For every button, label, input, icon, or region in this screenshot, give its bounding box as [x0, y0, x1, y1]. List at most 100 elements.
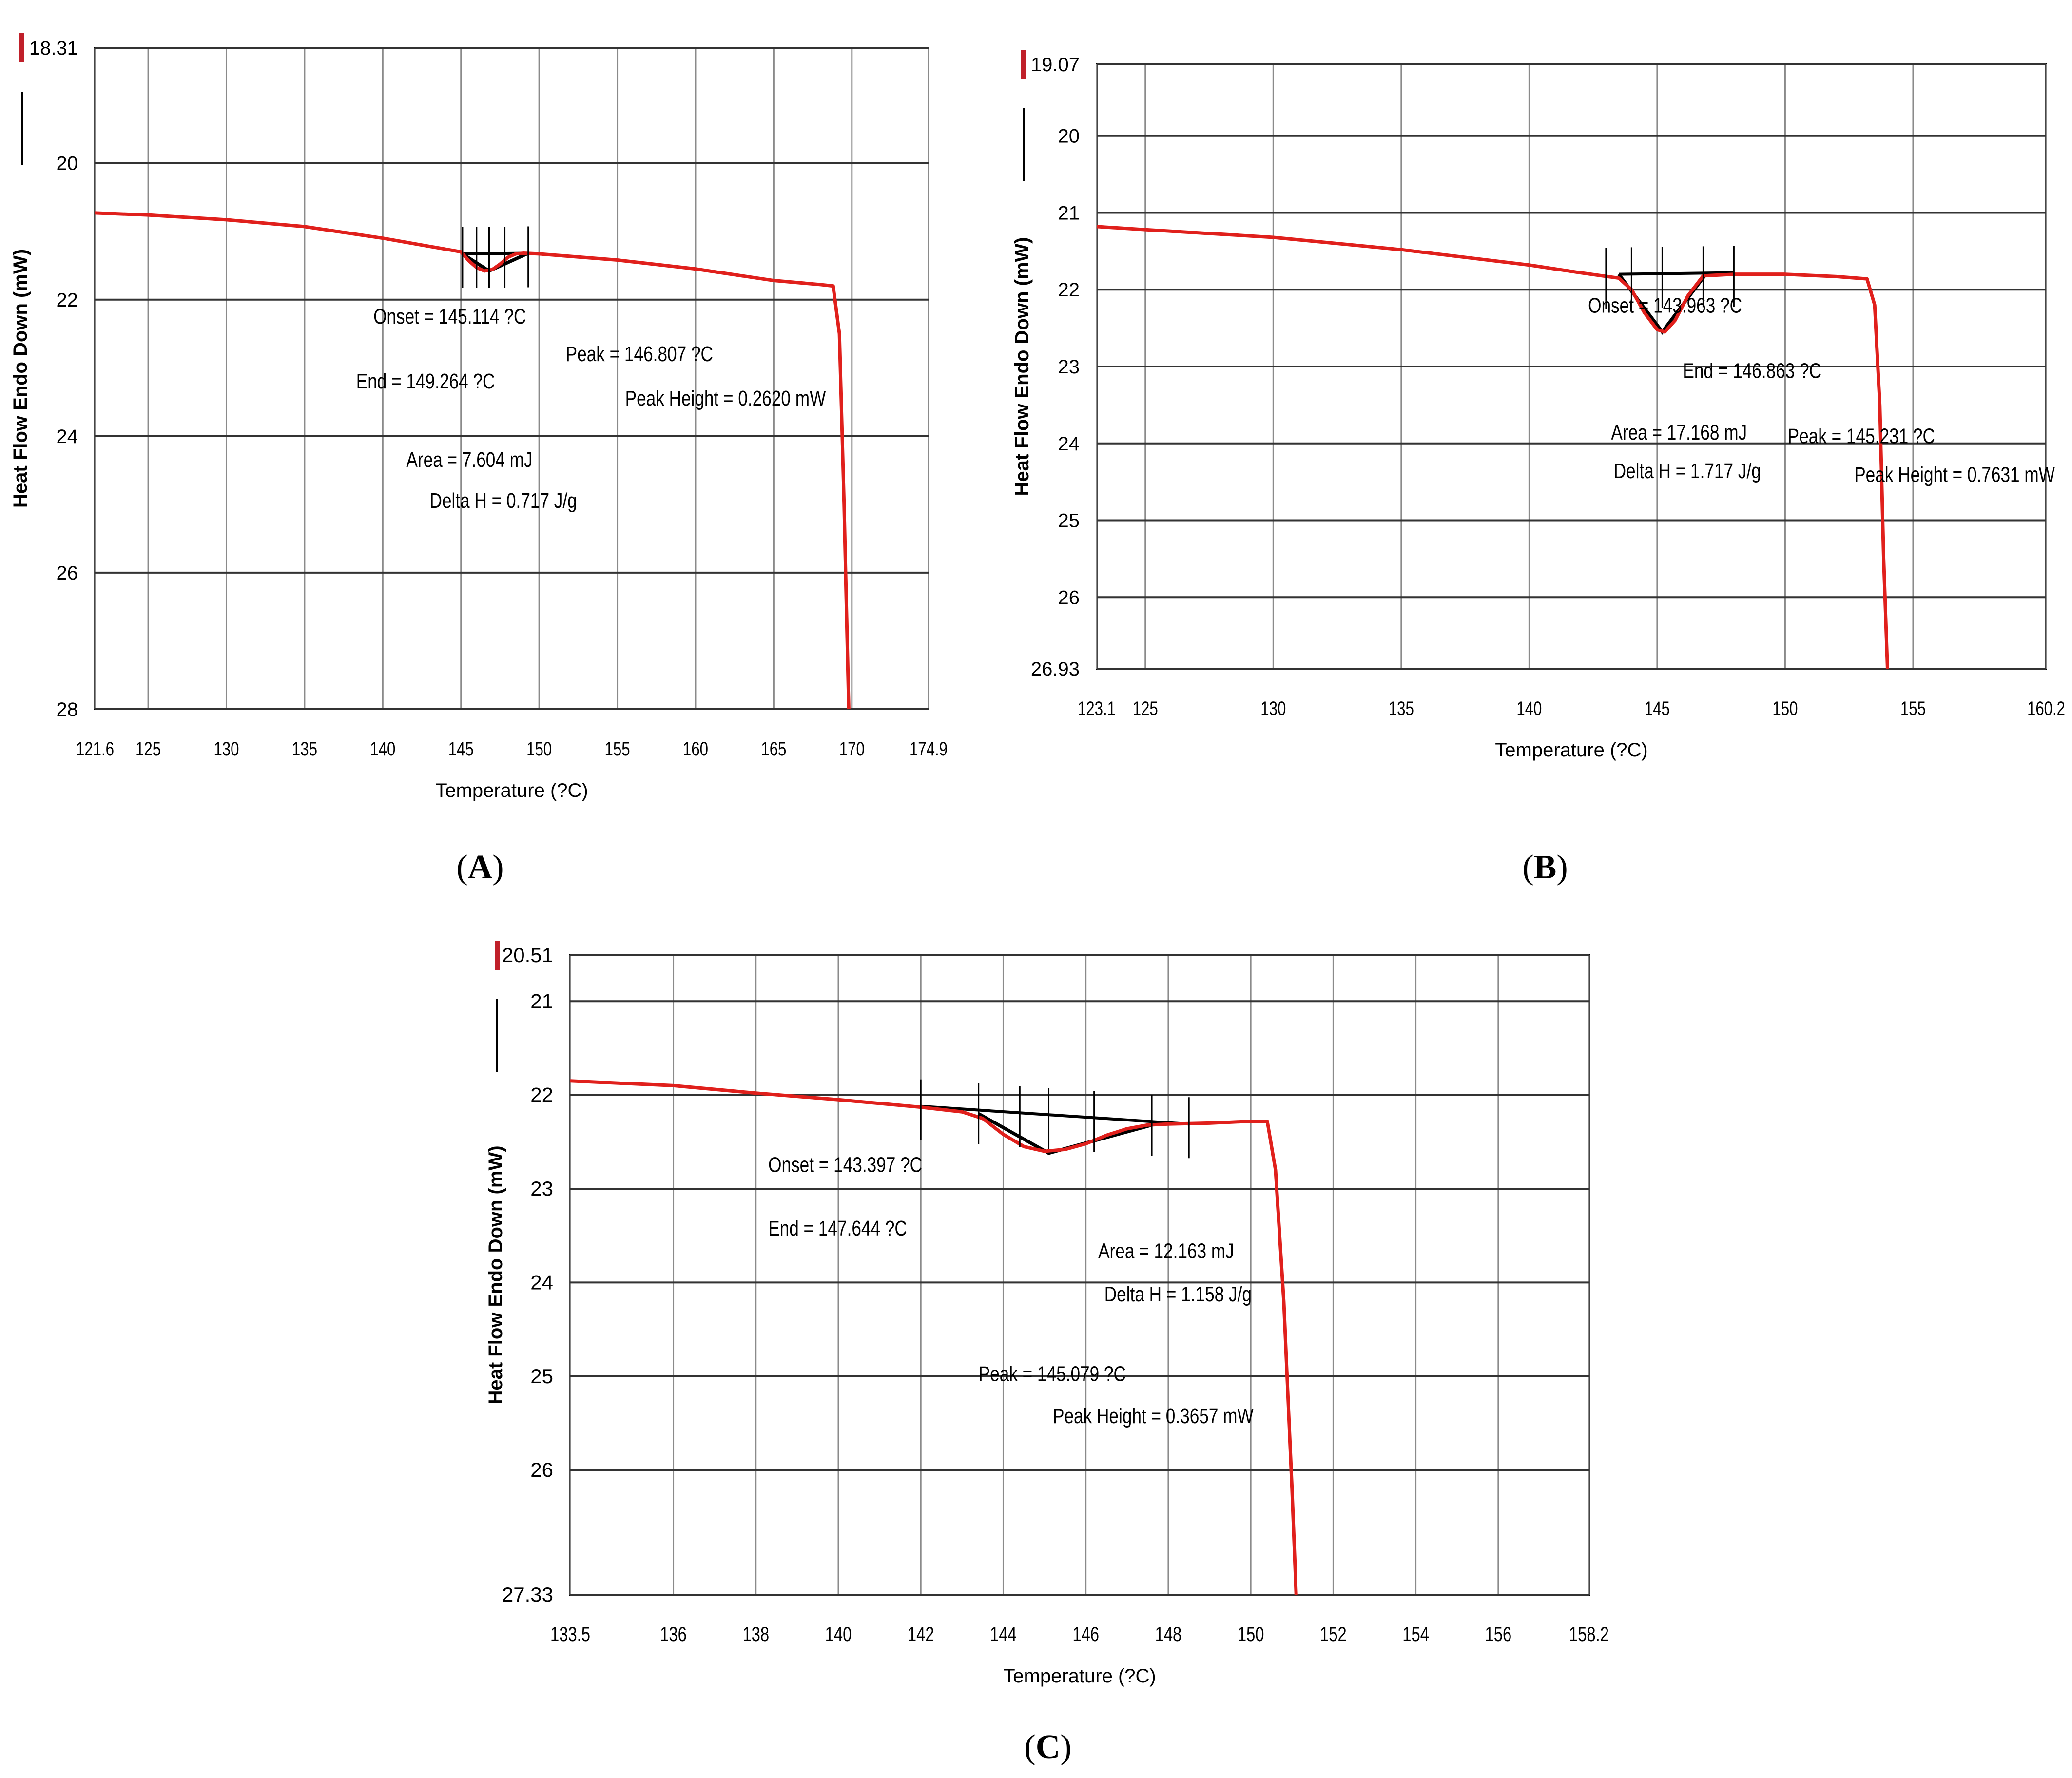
- x-tick-label-a: 160: [683, 738, 708, 760]
- chart-panel-b: 123.1 125 130 135 140 145 150 155 160.2 19.07 20 21…: [999, 0, 2072, 838]
- y-tick-label-b: 21: [1058, 202, 1080, 224]
- y-tick-label-a: 24: [57, 426, 78, 447]
- x-tick-label-a: 174.9: [910, 738, 948, 760]
- annotation-a: Peak Height = 0.2620 mW: [625, 387, 826, 410]
- annotation-c: Onset = 143.397 ?C: [768, 1153, 922, 1177]
- x-tick-label-c: 154: [1402, 1623, 1429, 1645]
- annotation-b: Area = 17.168 mJ: [1611, 421, 1747, 444]
- x-tick-label-b: 125: [1133, 697, 1158, 719]
- caption-b: (B): [1522, 849, 1568, 886]
- x-tick-label-a: 135: [292, 738, 317, 760]
- y-axis-label-b: Heat Flow Endo Down (mW): [1011, 237, 1033, 496]
- integration-baseline-b: [1619, 271, 1734, 276]
- annotation-a: Onset = 145.114 ?C: [373, 305, 526, 329]
- x-tick-label-b: 160.2: [2027, 697, 2065, 719]
- x-tick-label-c: 142: [908, 1623, 934, 1645]
- y-tick-label-b: 22: [1058, 279, 1080, 301]
- legend-swatch-a: [19, 33, 24, 62]
- plot-frame-a: [94, 47, 929, 710]
- x-tick-label-a: 150: [526, 738, 552, 760]
- x-tick-label-a: 125: [136, 738, 161, 760]
- y-tick-label-b: 25: [1058, 510, 1080, 532]
- legend-swatch-c: [495, 941, 500, 970]
- x-tick-label-c: 156: [1485, 1623, 1512, 1645]
- y-tick-label-a: 28: [57, 699, 78, 720]
- integration-baseline-c: [921, 1104, 1189, 1126]
- x-tick-label-a: 130: [213, 738, 239, 760]
- annotation-c: Area = 12.163 mJ: [1098, 1239, 1234, 1263]
- annotation-a: Peak = 146.807 ?C: [566, 342, 713, 366]
- y-tick-label-a: 20: [57, 153, 78, 174]
- x-tick-label-c: 136: [660, 1623, 687, 1645]
- heat-flow-line-a: [95, 211, 851, 710]
- x-axis-label-c: Temperature (?C): [1003, 1665, 1156, 1687]
- annotation-c: End = 147.644 ?C: [768, 1217, 907, 1241]
- y-tick-label-b: 24: [1058, 433, 1080, 455]
- annotation-b: Peak Height = 0.7631 mW: [1854, 463, 2055, 487]
- chart-c: 133.5 136 138 140 142 144 146 148 150 152 154 156 15…: [485, 941, 1609, 1687]
- x-axis-label-a: Temperature (?C): [435, 780, 588, 801]
- x-tick-label-a: 165: [761, 738, 786, 760]
- chart-b: 123.1 125 130 135 140 145 150 155 160.2 19.07 20 21…: [1011, 50, 2065, 761]
- annotation-a: Area = 7.604 mJ: [406, 448, 532, 472]
- x-tick-label-a: 145: [448, 738, 474, 760]
- x-tick-label-b: 140: [1516, 697, 1542, 719]
- y-tick-label-c: 20.51: [502, 944, 553, 966]
- y-tick-label-a: 22: [57, 290, 78, 311]
- y-tick-label-c: 26: [530, 1458, 553, 1481]
- x-tick-label-c: 158.2: [1569, 1623, 1609, 1645]
- caption-a: (A): [456, 849, 504, 886]
- x-tick-label-c: 146: [1072, 1623, 1099, 1645]
- x-tick-label-b: 135: [1389, 697, 1414, 719]
- x-tick-label-a: 170: [839, 738, 865, 760]
- y-tick-label-b: 23: [1058, 356, 1080, 378]
- annotation-c: Delta H = 1.158 J/g: [1104, 1282, 1252, 1306]
- x-tick-label-c: 140: [825, 1623, 852, 1645]
- plot-frame-c: [569, 954, 1590, 1596]
- annotation-b: Peak = 145.231 ?C: [1788, 425, 1935, 448]
- x-tick-label-b: 150: [1772, 697, 1798, 719]
- x-tick-label-c: 152: [1320, 1623, 1347, 1645]
- y-tick-label-c: 25: [530, 1365, 553, 1388]
- annotation-b: End = 146.863 ?C: [1683, 359, 1821, 383]
- x-tick-label-a: 121.6: [76, 738, 114, 760]
- legend-swatch-b: [1021, 50, 1026, 79]
- y-tick-label-c: 22: [530, 1083, 553, 1106]
- x-tick-label-c: 144: [990, 1623, 1017, 1645]
- y-tick-label-c: 23: [530, 1177, 553, 1200]
- y-tick-label-a: 18.31: [29, 38, 78, 59]
- annotation-b: Onset = 143.963 ?C: [1588, 294, 1742, 318]
- chart-a: 121.6 125 130 135 140 145 150 155 160 165 170 174.9…: [10, 33, 948, 801]
- annotation-b: Delta H = 1.717 J/g: [1614, 459, 1761, 483]
- y-tick-label-b: 19.07: [1031, 54, 1080, 76]
- x-tick-label-b: 130: [1260, 697, 1286, 719]
- y-tick-label-b: 26.93: [1031, 658, 1080, 680]
- x-tick-label-b: 155: [1900, 697, 1926, 719]
- x-tick-label-b: 123.1: [1078, 697, 1116, 719]
- peak-triangle-c: [977, 1112, 1152, 1155]
- y-tick-label-b: 20: [1058, 126, 1080, 147]
- x-tick-label-c: 150: [1238, 1623, 1264, 1645]
- y-axis-label-a: Heat Flow Endo Down (mW): [10, 249, 31, 508]
- annotation-c: Peak Height = 0.3657 mW: [1053, 1404, 1254, 1428]
- x-tick-label-c: 133.5: [550, 1623, 590, 1645]
- x-tick-label-c: 148: [1155, 1623, 1182, 1645]
- y-tick-label-a: 26: [57, 562, 78, 584]
- x-axis-label-b: Temperature (?C): [1495, 739, 1647, 761]
- annotation-a: End = 149.264 ?C: [356, 369, 495, 393]
- annotation-a: Delta H = 0.717 J/g: [430, 489, 577, 513]
- y-tick-label-b: 26: [1058, 587, 1080, 608]
- caption-c: (C): [1024, 1728, 1072, 1766]
- x-tick-label-a: 155: [605, 738, 630, 760]
- annotation-c: Peak = 145.079 ?C: [979, 1362, 1126, 1386]
- y-tick-label-c: 21: [530, 989, 553, 1012]
- heat-flow-line-c: [570, 1079, 1298, 1595]
- y-tick-label-c: 24: [530, 1271, 553, 1294]
- chart-panel-a: 121.6 125 130 135 140 145 150 155 160 165 170 174.9…: [0, 0, 999, 838]
- heat-flow-line-b: [1096, 225, 1889, 669]
- x-tick-label-b: 145: [1645, 697, 1670, 719]
- y-axis-label-c: Heat Flow Endo Down (mW): [485, 1145, 506, 1404]
- y-tick-label-c: 27.33: [502, 1583, 553, 1606]
- x-tick-label-a: 140: [370, 738, 395, 760]
- chart-panel-c: 133.5 136 138 140 142 144 146 148 150 152 154 156 15…: [439, 921, 1657, 1711]
